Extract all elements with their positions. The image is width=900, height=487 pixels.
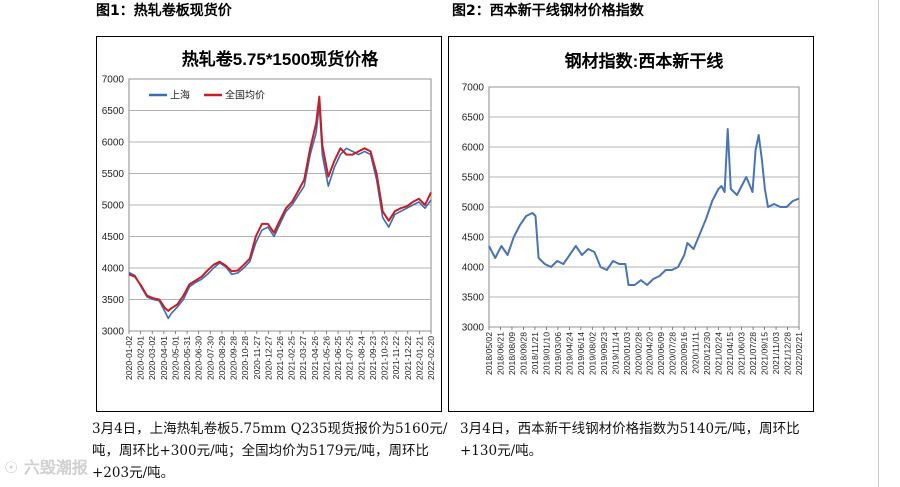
x-tick-label: 2021/07/28 [748, 332, 758, 375]
x-tick-label: 2019/09/23 [599, 332, 609, 375]
x-tick-label: 2021-05-26 [321, 336, 331, 380]
x-tick-label: 2021-01-26 [275, 336, 285, 380]
series-line-1 [128, 95, 432, 312]
x-tick-label: 2021-04-26 [310, 336, 320, 380]
x-tick-label: 2020/07/28 [668, 332, 678, 375]
chart-title: 钢材指数:西本新干线 [565, 51, 724, 71]
y-tick-label: 6000 [102, 138, 125, 149]
chart-panel-hot-rolled: 热轧卷5.75*1500现货价格 7000 6500 6000 5500 5000 4500… [96, 36, 442, 412]
x-tick-label: 2020-07-30 [205, 336, 215, 380]
x-tick-label: 2019/08/02 [587, 332, 597, 375]
caption-xiben-index: 3月4日，西本新干线钢材价格指数为5140元/吨，周环比+130元/吨。 [460, 421, 800, 459]
x-tick-label: 2021-12-22 [403, 336, 413, 380]
y-tick-label: 6000 [462, 143, 485, 154]
x-tick-label: 2021/06/03 [737, 332, 747, 375]
y-tick-label: 5500 [102, 169, 125, 180]
x-tick-label: 2020/06/09 [656, 332, 666, 375]
figure-2-title: 图2：西本新干线钢材价格指数 [452, 3, 644, 19]
x-tick-label: 2021/02/24 [714, 332, 724, 375]
y-tick-label: 3500 [102, 295, 125, 306]
y-tick-label: 5000 [462, 203, 485, 214]
y-tick-label: 3000 [102, 327, 125, 338]
x-tick-label: 2021/09/15 [760, 332, 770, 375]
x-tick-label: 2021-10-23 [380, 336, 390, 380]
x-tick-label: 2019/04/24 [564, 332, 574, 375]
caption-hot-rolled: 3月4日，上海热轧卷板5.75mm Q235现货报价为5160元/吨，周环比+3… [92, 421, 448, 481]
page-edge-divider [878, 0, 879, 487]
x-tick-label: 2020-01-02 [124, 336, 134, 380]
y-tick-label: 4500 [102, 232, 125, 243]
x-tick-label: 2022/02/21 [794, 332, 804, 375]
x-tick-label: 2020-08-29 [217, 336, 227, 380]
chart-panel-xiben-index: 钢材指数:西本新干线 7000 6500 6000 5500 5000 4500 4000 35… [448, 36, 814, 412]
y-tick-label: 7000 [462, 83, 485, 94]
xiben-steel-index-chart: 钢材指数:西本新干线 7000 6500 6000 5500 5000 4500 4000 35… [462, 51, 804, 375]
x-tick-label: 2021/04/15 [725, 332, 735, 375]
x-tick-label: 2018/05/02 [484, 332, 494, 375]
legend-entry: 全国均价 [225, 89, 265, 102]
y-tick-label: 5500 [462, 173, 485, 184]
figure-1-title: 图1：热轧卷板现货价 [96, 3, 232, 19]
x-tick-label: 2021-08-24 [356, 336, 366, 380]
y-tick-label: 3000 [462, 323, 485, 334]
x-tick-label: 2020-09-28 [229, 336, 239, 380]
y-tick-label: 7000 [102, 75, 125, 86]
x-tick-label: 2020/02/28 [633, 332, 643, 375]
y-tick-label: 6500 [462, 113, 485, 124]
y-tick-label: 4000 [102, 264, 125, 275]
x-tick-label: 2022-02-20 [426, 336, 436, 380]
x-tick-label: 2020-12-27 [263, 336, 273, 380]
x-tick-label: 2018/06/21 [495, 332, 505, 375]
x-tick-label: 2020-03-02 [147, 336, 157, 380]
legend-entry: 上海 [170, 89, 190, 102]
x-tick-label: 2021-06-25 [333, 336, 343, 380]
x-tick-label: 2019/03/06 [553, 332, 563, 375]
x-tick-label: 2020-02-01 [136, 336, 146, 380]
x-tick-label: 2021-02-25 [287, 336, 297, 380]
x-tick-label: 2021/12/28 [783, 332, 793, 375]
x-tick-label: 2021-07-25 [345, 336, 355, 380]
x-tick-label: 2020-04-01 [159, 336, 169, 380]
hot-rolled-price-chart: 热轧卷5.75*1500现货价格 7000 6500 6000 5500 5000 4500… [102, 49, 436, 380]
x-tick-label: 2020/11/11 [691, 332, 701, 374]
series-line-0 [488, 128, 800, 286]
x-tick-label: 2020-06-30 [194, 336, 204, 380]
x-tick-label: 2021-03-27 [298, 336, 308, 380]
x-tick-label: 2021-09-23 [368, 336, 378, 380]
x-tick-label: 2020/09/16 [679, 332, 689, 375]
y-tick-label: 6500 [102, 106, 125, 117]
x-tick-label: 2021-11-22 [391, 336, 401, 380]
chart-title: 热轧卷5.75*1500现货价格 [182, 49, 380, 69]
x-tick-label: 2022-01-21 [414, 336, 424, 380]
x-tick-label: 2020/12/30 [702, 332, 712, 375]
x-tick-label: 2018/09/28 [518, 332, 528, 375]
x-tick-label: 2020/01/03 [622, 332, 632, 375]
watermark-logo: ☉ 六毁潮报 [4, 458, 88, 477]
y-tick-label: 3500 [462, 293, 485, 304]
x-tick-label: 2019/11/14 [610, 332, 620, 375]
x-tick-label: 2019/06/14 [576, 332, 586, 375]
y-tick-label: 4500 [462, 233, 485, 244]
y-tick-label: 4000 [462, 263, 485, 274]
series-line-0 [128, 103, 432, 320]
x-tick-label: 2020-05-01 [170, 336, 180, 380]
x-tick-label: 2019/01/10 [541, 332, 551, 375]
x-tick-label: 2020-11-27 [252, 336, 262, 380]
x-tick-label: 2020/04/20 [645, 332, 655, 375]
y-tick-label: 5000 [102, 201, 125, 212]
x-tick-label: 2020-05-31 [182, 336, 192, 380]
x-tick-label: 2021/11/03 [771, 332, 781, 375]
x-tick-label: 2018/08/09 [507, 332, 517, 375]
x-tick-label: 2020-10-28 [240, 336, 250, 380]
x-tick-label: 2018/11/21 [530, 332, 540, 375]
